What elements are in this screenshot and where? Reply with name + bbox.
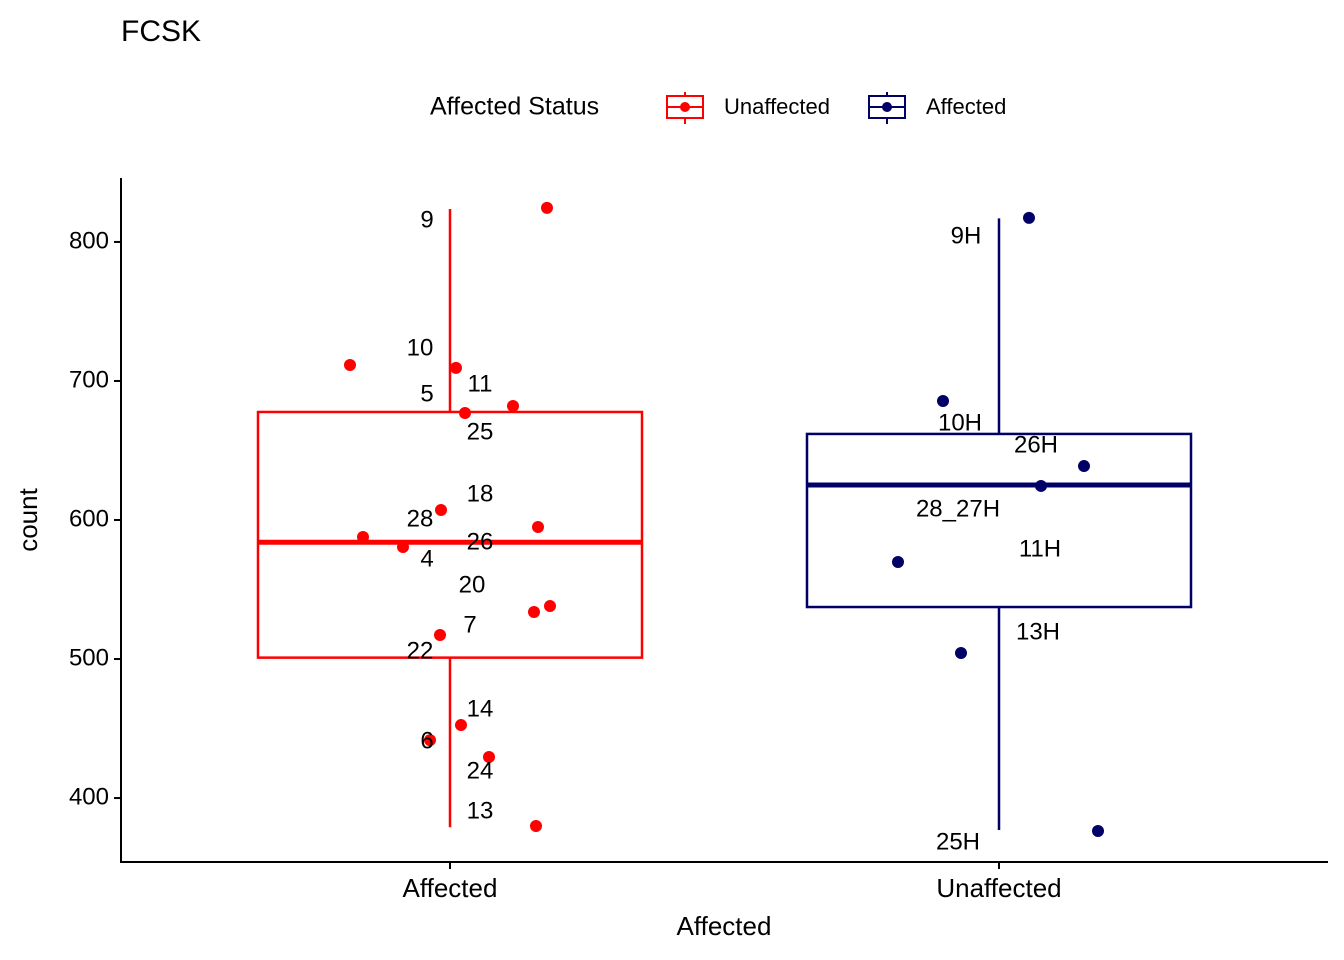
box (805, 432, 1193, 609)
point (435, 503, 447, 516)
point-label: 18 (467, 480, 494, 507)
point-label: 28_27H (916, 495, 1000, 522)
point-label: 24 (467, 757, 494, 784)
point (541, 201, 553, 214)
point-label: 9H (951, 222, 982, 249)
point-label: 20 (459, 571, 486, 598)
point (424, 734, 436, 747)
x-tick-label: Unaffected (936, 873, 1061, 903)
point-label: 14 (467, 695, 494, 722)
x-axis-title: Affected (677, 911, 772, 941)
point-label: 25H (936, 828, 980, 855)
point (530, 819, 542, 832)
y-tick-label: 400 (69, 783, 109, 810)
point (455, 719, 467, 732)
legend-key (882, 102, 892, 112)
point (483, 751, 495, 764)
y-tick-label: 600 (69, 505, 109, 532)
point-label: 9 (420, 206, 433, 233)
point (1078, 460, 1090, 473)
point (1092, 824, 1104, 837)
point (892, 555, 904, 568)
point-label: 5 (420, 380, 433, 407)
point (344, 358, 356, 371)
point-label: 10 (407, 334, 434, 361)
legend-title: Affected Status (430, 93, 599, 121)
point (955, 647, 967, 660)
point-label: 13H (1016, 618, 1060, 645)
legend-key (680, 102, 690, 112)
point (528, 606, 540, 619)
point (357, 530, 369, 543)
point-label: 11 (468, 370, 493, 397)
point (450, 361, 462, 374)
legend-label: Affected (926, 94, 1006, 119)
point (1035, 479, 1047, 492)
point-label: 10H (938, 409, 982, 436)
x-tick-label: Affected (403, 873, 498, 903)
point-label: 26H (1014, 431, 1058, 458)
box (256, 410, 644, 659)
chart-title: FCSK (121, 15, 201, 48)
point (507, 400, 519, 412)
point-label: 28 (407, 505, 434, 532)
point-label: 7 (463, 611, 476, 638)
point (434, 628, 446, 641)
point (1023, 211, 1035, 224)
point-label: 13 (467, 797, 494, 824)
point (937, 394, 949, 407)
point-label: 26 (467, 528, 494, 555)
point (397, 540, 409, 553)
point-label: 22 (407, 637, 434, 664)
y-axis-title: count (13, 487, 43, 551)
point-label: 11H (1019, 535, 1061, 562)
point-label: 6 (420, 727, 433, 754)
point (459, 406, 471, 419)
point (544, 600, 556, 613)
point (532, 520, 544, 533)
y-tick-label: 700 (69, 366, 109, 393)
y-tick-label: 800 (69, 227, 109, 254)
y-tick-label: 500 (69, 644, 109, 671)
legend-label: Unaffected (724, 94, 830, 119)
point-label: 25 (467, 418, 494, 445)
point-label: 4 (420, 545, 433, 572)
